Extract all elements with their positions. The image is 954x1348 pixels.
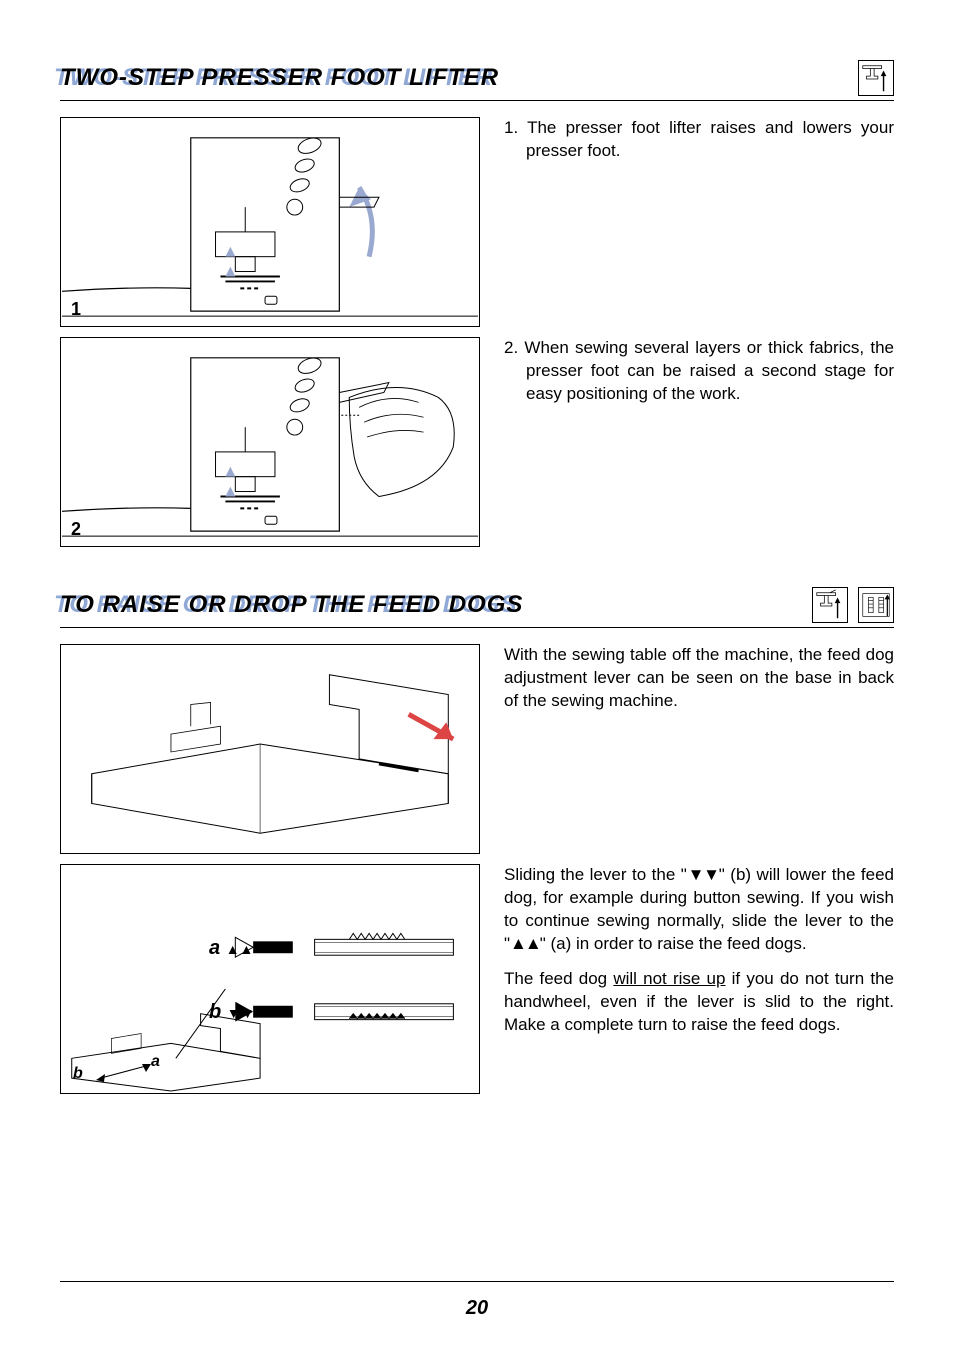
- section1-title: TWO-STEP PRESSER FOOT LIFTER: [60, 64, 499, 91]
- section2-text-1: With the sewing table off the machine, t…: [504, 644, 894, 854]
- presser-foot-up-icon: [812, 587, 848, 623]
- figure-4: a ▲▲ b ▼▼ a b: [60, 864, 480, 1094]
- section1-para2: 2. When sewing several layers or thick f…: [504, 337, 894, 406]
- section1-icons: [852, 60, 894, 96]
- figure-1: 1: [60, 117, 480, 327]
- label-b-big: b ▼▼: [209, 1001, 255, 1024]
- section2-text-2: Sliding the lever to the "▼▼" (b) will l…: [504, 864, 894, 1094]
- section1-header: TWO-STEP PRESSER FOOT LIFTER TWO-STEP PR…: [60, 60, 894, 101]
- feed-dog-icon: [858, 587, 894, 623]
- section2-icons: [806, 587, 894, 623]
- figure-2-label: 2: [71, 519, 81, 540]
- section2-para1: With the sewing table off the machine, t…: [504, 644, 894, 713]
- section2-para2: Sliding the lever to the "▼▼" (b) will l…: [504, 864, 894, 956]
- presser-foot-icon: [858, 60, 894, 96]
- label-b-small: b: [73, 1065, 83, 1083]
- figure-2: 2: [60, 337, 480, 547]
- section1-para1: 1. The presser foot lifter raises and lo…: [504, 117, 894, 163]
- figure-3: [60, 644, 480, 854]
- section2-para3: The feed dog will not rise up if you do …: [504, 968, 894, 1037]
- section1-text-2: 2. When sewing several layers or thick f…: [504, 337, 894, 547]
- section1-text-1: 1. The presser foot lifter raises and lo…: [504, 117, 894, 327]
- page-number: 20: [0, 1297, 954, 1320]
- section2-header: TO RAISE OR DROP THE FEED DOGS TO RAISE …: [60, 587, 894, 628]
- section2-title: TO RAISE OR DROP THE FEED DOGS: [60, 591, 523, 618]
- label-a-big: a ▲▲: [209, 937, 253, 960]
- figure-1-label: 1: [71, 299, 81, 320]
